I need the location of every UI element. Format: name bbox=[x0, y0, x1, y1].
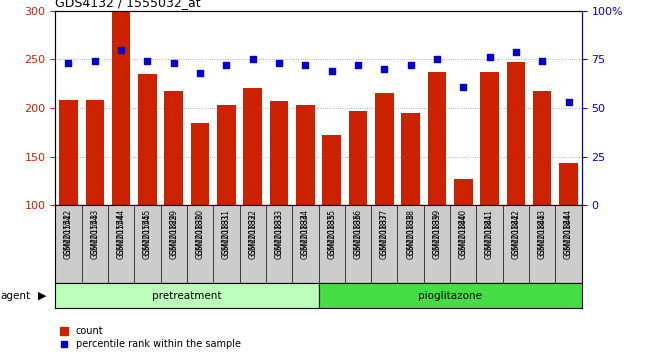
Bar bbox=[454, 179, 473, 205]
Bar bbox=[533, 91, 551, 205]
Text: GSM201839: GSM201839 bbox=[432, 209, 441, 255]
Bar bbox=[59, 100, 77, 205]
Point bbox=[116, 47, 126, 52]
Text: GSM201838: GSM201838 bbox=[406, 209, 415, 255]
Text: GSM201544: GSM201544 bbox=[116, 213, 125, 259]
Bar bbox=[296, 105, 315, 205]
Text: GSM201843: GSM201843 bbox=[538, 213, 547, 259]
Bar bbox=[86, 100, 104, 205]
Point bbox=[168, 60, 179, 66]
Bar bbox=[55, 283, 318, 308]
Bar bbox=[244, 87, 262, 205]
Text: GSM201842: GSM201842 bbox=[512, 213, 521, 259]
Bar bbox=[191, 122, 209, 205]
Point bbox=[511, 48, 521, 54]
Bar bbox=[560, 164, 578, 205]
Bar bbox=[164, 91, 183, 205]
Text: ▶: ▶ bbox=[38, 291, 46, 301]
Text: GSM201838: GSM201838 bbox=[406, 213, 415, 259]
Point bbox=[379, 66, 389, 72]
Bar bbox=[402, 113, 420, 205]
Text: GSM201837: GSM201837 bbox=[380, 209, 389, 255]
Point bbox=[90, 58, 100, 64]
Bar bbox=[349, 111, 367, 205]
Text: GSM201835: GSM201835 bbox=[327, 209, 336, 255]
Text: GSM201545: GSM201545 bbox=[143, 209, 152, 256]
Text: GSM201832: GSM201832 bbox=[248, 209, 257, 255]
Point bbox=[537, 58, 547, 64]
Text: pioglitazone: pioglitazone bbox=[418, 291, 482, 301]
Text: GDS4132 / 1555032_at: GDS4132 / 1555032_at bbox=[55, 0, 201, 10]
Bar bbox=[428, 72, 446, 205]
Text: GSM201844: GSM201844 bbox=[564, 209, 573, 255]
Text: GSM201545: GSM201545 bbox=[143, 213, 152, 259]
Text: GSM201831: GSM201831 bbox=[222, 213, 231, 259]
Text: pretreatment: pretreatment bbox=[152, 291, 222, 301]
Bar bbox=[480, 72, 499, 205]
Text: GSM201543: GSM201543 bbox=[90, 213, 99, 259]
Text: GSM201834: GSM201834 bbox=[301, 213, 310, 259]
Point bbox=[564, 99, 574, 105]
Point bbox=[432, 57, 442, 62]
Text: GSM201542: GSM201542 bbox=[64, 209, 73, 255]
Text: GSM201829: GSM201829 bbox=[169, 213, 178, 259]
Text: GSM201842: GSM201842 bbox=[512, 209, 521, 255]
Bar bbox=[270, 101, 288, 205]
Point bbox=[458, 84, 469, 89]
Point bbox=[221, 62, 231, 68]
Point bbox=[248, 57, 258, 62]
Text: GSM201840: GSM201840 bbox=[459, 209, 468, 255]
Text: GSM201833: GSM201833 bbox=[274, 209, 283, 255]
Legend: count, percentile rank within the sample: count, percentile rank within the sample bbox=[60, 326, 240, 349]
Text: GSM201830: GSM201830 bbox=[196, 213, 205, 259]
Text: GSM201835: GSM201835 bbox=[327, 213, 336, 259]
Text: GSM201844: GSM201844 bbox=[564, 213, 573, 259]
Bar bbox=[318, 283, 582, 308]
Bar bbox=[217, 105, 235, 205]
Point bbox=[300, 62, 311, 68]
Text: GSM201833: GSM201833 bbox=[274, 213, 283, 259]
Text: GSM201843: GSM201843 bbox=[538, 209, 547, 255]
Text: GSM201834: GSM201834 bbox=[301, 209, 310, 255]
Bar bbox=[375, 93, 393, 205]
Bar bbox=[507, 62, 525, 205]
Point bbox=[63, 60, 73, 66]
Point bbox=[326, 68, 337, 74]
Point bbox=[142, 58, 153, 64]
Text: GSM201830: GSM201830 bbox=[196, 209, 205, 255]
Bar bbox=[112, 11, 130, 205]
Text: agent: agent bbox=[1, 291, 31, 301]
Point bbox=[406, 62, 416, 68]
Point bbox=[195, 70, 205, 76]
Point bbox=[353, 62, 363, 68]
Text: GSM201831: GSM201831 bbox=[222, 209, 231, 255]
Text: GSM201543: GSM201543 bbox=[90, 209, 99, 256]
Text: GSM201841: GSM201841 bbox=[485, 213, 494, 259]
Point bbox=[484, 55, 495, 60]
Text: GSM201836: GSM201836 bbox=[354, 213, 363, 259]
Text: GSM201832: GSM201832 bbox=[248, 213, 257, 259]
Text: GSM201841: GSM201841 bbox=[485, 209, 494, 255]
Text: GSM201542: GSM201542 bbox=[64, 213, 73, 259]
Text: GSM201829: GSM201829 bbox=[169, 209, 178, 255]
Text: GSM201840: GSM201840 bbox=[459, 213, 468, 259]
Bar bbox=[138, 74, 157, 205]
Bar bbox=[322, 135, 341, 205]
Point bbox=[274, 60, 284, 66]
Text: GSM201839: GSM201839 bbox=[432, 213, 441, 259]
Text: GSM201837: GSM201837 bbox=[380, 213, 389, 259]
Text: GSM201544: GSM201544 bbox=[116, 209, 125, 256]
Text: GSM201836: GSM201836 bbox=[354, 209, 363, 255]
